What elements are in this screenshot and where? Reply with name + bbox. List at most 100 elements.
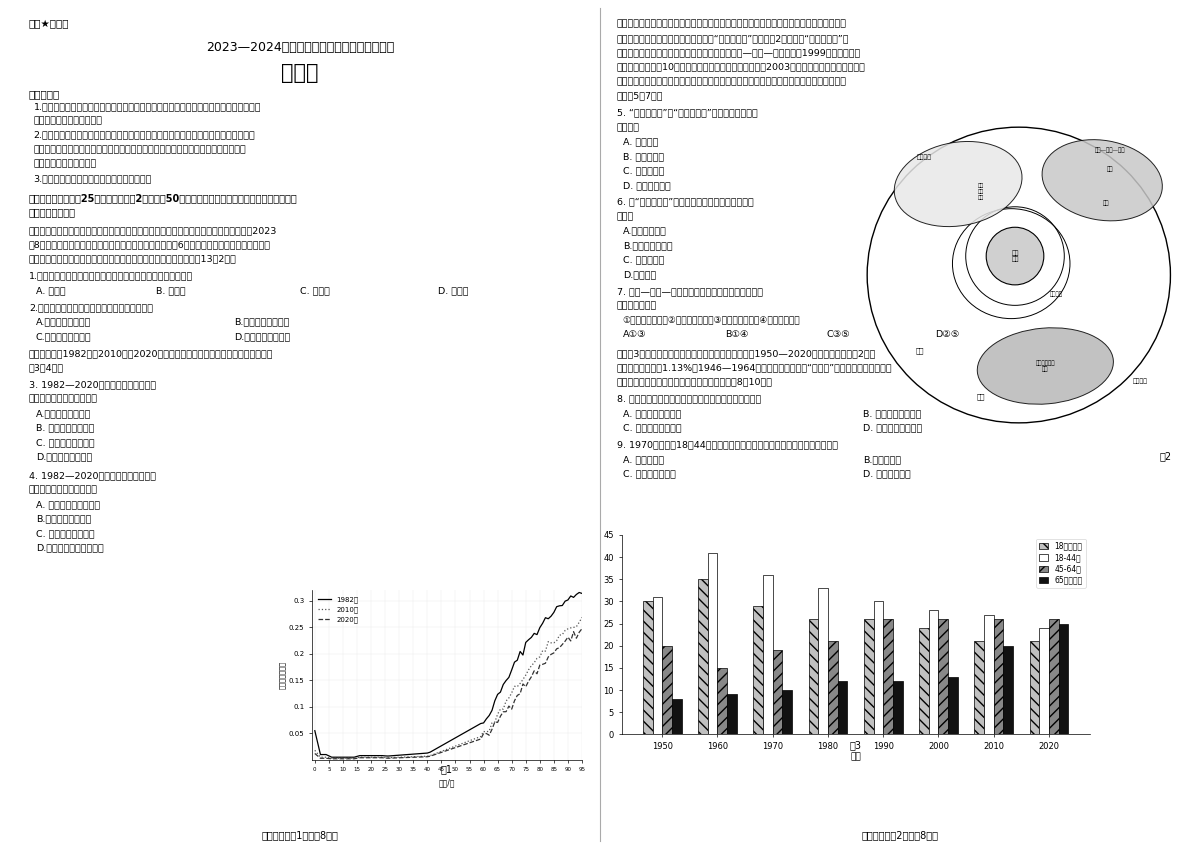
Text: 2023—2024学年高中毕业班阶段性测试（三）: 2023—2024学年高中毕业班阶段性测试（三） [206, 41, 394, 53]
Bar [974, 641, 984, 734]
Text: 犊牛是游牧藏族的主要畜种之一，能为人们提供肉、乳、皮、毛、粪等独特的产品。2023: 犊牛是游牧藏族的主要畜种之一，能为人们提供肉、乳、皮、毛、粪等独特的产品。202… [29, 226, 277, 235]
Text: 区，人口出生率大幅度提升的现象）。据此完成8～10题。: 区，人口出生率大幅度提升的现象）。据此完成8～10题。 [617, 378, 773, 387]
Text: 南市区滇池路片区成为新的城市重点发展区域，吸引大量高端住宅和购物中心在此建设。据: 南市区滇池路片区成为新的城市重点发展区域，吸引大量高端住宅和购物中心在此建设。据 [617, 77, 847, 87]
Text: C. 育龄妇女生育率低: C. 育龄妇女生育率低 [623, 424, 682, 433]
Text: D.降低犊牛养殖成本: D.降低犊牛养殖成本 [234, 332, 290, 341]
2010年 [454, 739, 468, 749]
Line: 2010年: 2010年 [314, 617, 582, 758]
2020年 [307, 749, 322, 759]
Text: 8. 第一次婴儿潮后该国未再出现婴儿潮，其主要原因是: 8. 第一次婴儿潮后该国未再出现婴儿潮，其主要原因是 [617, 395, 761, 404]
Text: 图3: 图3 [850, 740, 862, 751]
Text: B. 关联性: B. 关联性 [156, 286, 186, 295]
Text: 滇池: 滇池 [977, 393, 985, 400]
Line: 2020年: 2020年 [314, 628, 582, 759]
2020年 [556, 639, 570, 649]
Text: 南市区滇池路
片区: 南市区滇池路 片区 [1036, 360, 1055, 372]
Text: 1.犊牛及其产品影响藏族居民生活的方方面面，这反映了区域的: 1.犊牛及其产品影响藏族居民生活的方方面面，这反映了区域的 [29, 272, 193, 281]
Text: 绝密★启用前: 绝密★启用前 [29, 20, 70, 30]
Text: C. 办公便利性: C. 办公便利性 [623, 256, 664, 265]
Bar [874, 601, 883, 734]
Text: D.居住环境: D.居住环境 [623, 270, 656, 279]
Text: 6. 对“新城绅士化”迁移人群目的地选择影响最小的: 6. 对“新城绅士化”迁移人群目的地选择影响最小的 [617, 198, 754, 207]
Text: 金辰—红云—世博: 金辰—红云—世博 [1094, 147, 1126, 153]
Text: C. 动态性: C. 动态性 [300, 286, 330, 295]
Text: 因素是: 因素是 [617, 212, 634, 222]
Text: A.增加犊牛品种类型: A.增加犊牛品种类型 [36, 318, 91, 327]
Bar [763, 575, 773, 734]
Text: C.拓展犊牛产品销路: C.拓展犊牛产品销路 [36, 332, 91, 341]
Text: 图3示意某国家不同年份各年龄段人口占比情况，1950—2020年该国人口净增长2亿多: 图3示意某国家不同年份各年龄段人口占比情况，1950—2020年该国人口净增长2… [617, 349, 876, 358]
Bar [1049, 619, 1058, 734]
Text: 口集聚区空间分布。其中，位于世博园东侧的金辰—红云—世博片区在1999年被定为城市: 口集聚区空间分布。其中，位于世博园东侧的金辰—红云—世博片区在1999年被定为城… [617, 48, 862, 58]
Text: 9. 1970年后该国18～44岁人口比重始终高于其他年龄段，其主要影响因素是: 9. 1970年后该国18～44岁人口比重始终高于其他年龄段，其主要影响因素是 [617, 441, 838, 450]
Bar [782, 690, 792, 734]
Text: 上。写在本试卷上无效。: 上。写在本试卷上无效。 [34, 160, 97, 169]
Bar [718, 668, 727, 734]
Text: 成3～4题。: 成3～4题。 [29, 363, 64, 373]
2020年 [445, 744, 460, 754]
Text: 此完成5～7题。: 此完成5～7题。 [617, 92, 664, 101]
Text: 贴在答题卡上的指定位置。: 贴在答题卡上的指定位置。 [34, 116, 103, 126]
Text: 人，年增长率达到1.13%。1946—1964年该国出现了第一次“婴儿潮”（在某一时期及特定地: 人，年增长率达到1.13%。1946—1964年该国出现了第一次“婴儿潮”（在某… [617, 363, 893, 373]
Bar [1058, 623, 1068, 734]
Ellipse shape [977, 328, 1114, 404]
Legend: 1982年, 2010年, 2020年: 1982年, 2010年, 2020年 [316, 593, 361, 626]
Bar [948, 677, 958, 734]
Text: B.著名小学可达性: B.著名小学可达性 [623, 241, 672, 250]
Text: 北辰新城: 北辰新城 [917, 155, 931, 160]
2010年 [575, 612, 589, 622]
X-axis label: 年龄/岁: 年龄/岁 [439, 778, 455, 787]
Bar [754, 606, 763, 734]
1982年 [347, 752, 361, 762]
Text: 年8月，借浙川对口支援的机遇，来自浙江、西藏、四川筦6个省（自治区）的近百家企业代表: 年8月，借浙川对口支援的机遇，来自浙江、西藏、四川筦6个省（自治区）的近百家企业… [29, 240, 271, 250]
2010年 [307, 745, 322, 756]
Text: 一、选择题：本题剑25小题，每小题刁2分，共兠50分。在每小题给出的四个选项中，只有一项是: 一、选择题：本题剑25小题，每小题刁2分，共兠50分。在每小题给出的四个选项中，… [29, 193, 298, 203]
Text: 月区: 月区 [1103, 200, 1109, 205]
Text: 新城区域: 新城区域 [1133, 379, 1147, 384]
Bar [773, 650, 782, 734]
Ellipse shape [1042, 139, 1163, 221]
Text: C. 劳动年龄人口减少: C. 劳动年龄人口减少 [36, 529, 95, 538]
Text: 副中心区，之后的10年，该区域价値和宜居性不断提升。2003年政府提出打造环滇池新城，: 副中心区，之后的10年，该区域价値和宜居性不断提升。2003年政府提出打造环滇池… [617, 63, 865, 72]
Text: 1.答题前，考生必须将自己的姓名、考生号填写在试卷和答题卡上，并将考生号条形码粘: 1.答题前，考生必须将自己的姓名、考生号填写在试卷和答题卡上，并将考生号条形码粘 [34, 102, 262, 111]
Bar [1039, 628, 1049, 734]
Bar [727, 694, 737, 734]
Text: A. 数量不同: A. 数量不同 [623, 138, 658, 147]
Bar [818, 588, 828, 734]
Text: 图１示意1982年、2010年和2020年我国不同年龄男性人口死亡率变化。据此完: 图１示意1982年、2010年和2020年我国不同年龄男性人口死亡率变化。据此完 [29, 349, 274, 358]
Bar [938, 619, 948, 734]
2010年 [347, 753, 361, 763]
Text: 核心
区域: 核心 区域 [1012, 250, 1019, 262]
1982年 [386, 751, 401, 761]
2020年 [454, 740, 468, 751]
Bar [883, 619, 893, 734]
Bar [919, 628, 929, 734]
Text: 移人群的: 移人群的 [617, 123, 640, 132]
1982年 [445, 734, 460, 745]
Bar [1003, 646, 1013, 734]
Text: 引人口迁入形成集聚区的机制，被称为“新城绅士化”现象。图2示意昆明“新城绅士化”人: 引人口迁入形成集聚区的机制，被称为“新城绅士化”现象。图2示意昆明“新城绅士化”… [617, 34, 850, 43]
Bar [929, 610, 938, 734]
Text: D. 出生婴儿死亡率高: D. 出生婴儿死亡率高 [863, 424, 922, 433]
Text: 3.考试结束后，将本试卷和答题卡一并交回。: 3.考试结束后，将本试卷和答题卡一并交回。 [34, 174, 152, 183]
2010年 [426, 750, 440, 760]
Bar [809, 619, 818, 734]
Text: D.人口预期寿命达到极値: D.人口预期寿命达到极値 [36, 543, 103, 553]
Circle shape [986, 228, 1044, 285]
Text: A.医疗卫生水平提高: A.医疗卫生水平提高 [36, 409, 91, 419]
Line: 1982年: 1982年 [314, 593, 582, 757]
Bar [828, 641, 838, 734]
Text: A. 整体性: A. 整体性 [36, 286, 66, 295]
2010年 [324, 753, 338, 763]
Text: 2.回答选择题时，选出每小题答案后，用铅笔把答题卡对应题目的答案标号涂黑。如需: 2.回答选择题时，选出每小题答案后，用铅笔把答题卡对应题目的答案标号涂黑。如需 [34, 131, 256, 140]
Bar [838, 681, 847, 734]
Text: 改动，用橡皮擦干净后，再涂涂其他答案标号。回答非选择题时，将答案写在答题卡: 改动，用橡皮擦干净后，再涂涂其他答案标号。回答非选择题时，将答案写在答题卡 [34, 145, 246, 155]
Bar [984, 615, 994, 734]
1982年 [575, 588, 589, 599]
2010年 [445, 742, 460, 752]
Text: A. 人口性别比: A. 人口性别比 [623, 455, 664, 464]
Text: 曲线峰値的变化，说明我国: 曲线峰値的变化，说明我国 [29, 486, 98, 495]
Bar [708, 553, 718, 734]
Legend: 18岁及以下, 18-44岁, 45-64岁, 65岁及以上: 18岁及以下, 18-44岁, 45-64岁, 65岁及以上 [1036, 538, 1086, 588]
Text: 受城市发展战略和城市规划等因素驱动，利用自身优越位置吸引优质要素导入，进而吸: 受城市发展战略和城市规划等因素驱动，利用自身优越位置吸引优质要素导入，进而吸 [617, 20, 847, 29]
